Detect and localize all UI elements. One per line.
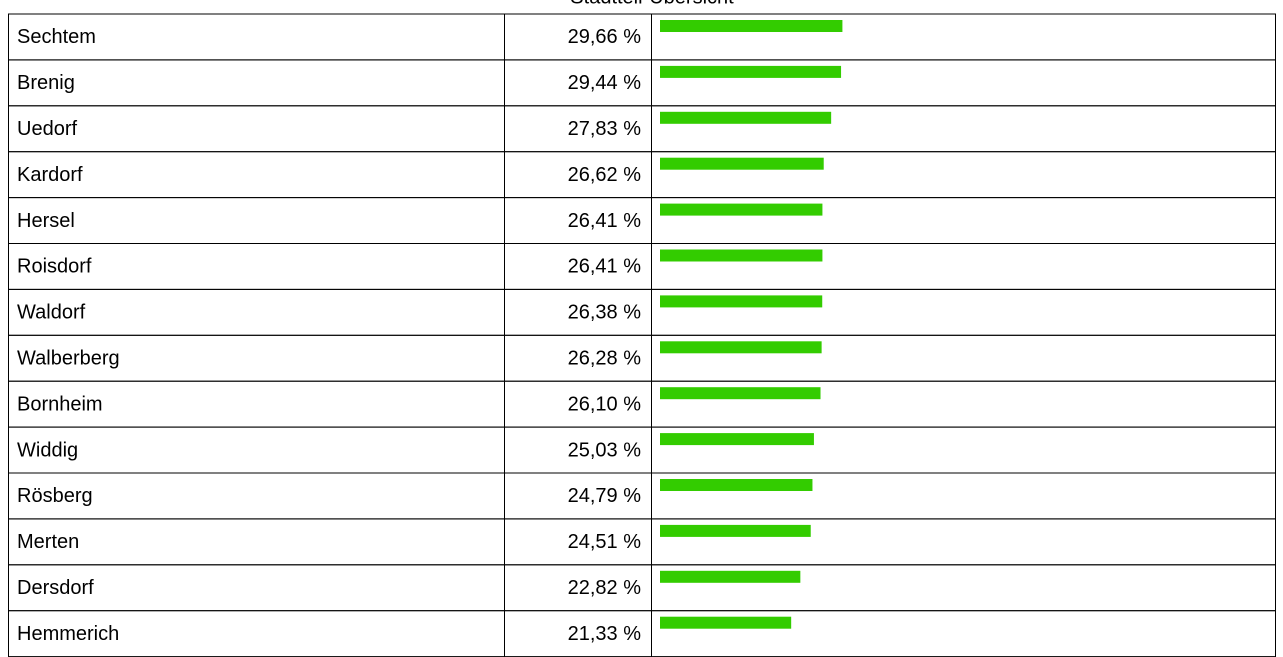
value-label: 25,03 % (568, 439, 642, 461)
value-label: 21,33 % (568, 623, 642, 645)
category-label: Rösberg (17, 485, 93, 507)
bar (660, 65, 842, 78)
name-cell (8, 59, 505, 107)
value-label: 29,44 % (568, 72, 642, 94)
bar (660, 111, 832, 124)
value-label: 26,10 % (568, 393, 642, 415)
category-label: Merten (17, 531, 79, 553)
name-cell (8, 151, 505, 199)
category-label: Widdig (17, 439, 78, 461)
bar (660, 203, 823, 216)
name-cell (8, 197, 505, 245)
category-label: Brenig (17, 72, 75, 94)
category-label: Walberberg (17, 348, 120, 370)
value-label: 29,66 % (568, 26, 642, 48)
value-label: 26,28 % (568, 348, 642, 370)
category-label: Kardorf (17, 164, 83, 186)
value-label: 24,79 % (568, 485, 642, 507)
category-label: Hemmerich (17, 623, 119, 645)
value-label: 22,82 % (568, 577, 642, 599)
bar (660, 616, 792, 629)
chart-title: Stadtteil-Übersicht (570, 0, 734, 8)
category-label: Dersdorf (17, 577, 94, 599)
value-label: 26,62 % (568, 164, 642, 186)
category-label: Hersel (17, 210, 75, 232)
name-cell (8, 518, 505, 566)
value-label: 26,41 % (568, 256, 642, 278)
bar (660, 341, 822, 354)
category-label: Waldorf (17, 302, 86, 324)
value-label: 26,38 % (568, 302, 642, 324)
bar (660, 570, 801, 583)
name-cell (8, 105, 505, 153)
value-label: 24,51 % (568, 531, 642, 553)
bar (660, 157, 824, 170)
category-label: Roisdorf (17, 256, 92, 278)
value-label: 26,41 % (568, 210, 642, 232)
category-label: Sechtem (17, 26, 96, 48)
bar (660, 479, 813, 491)
bar (660, 295, 823, 308)
bar (660, 524, 811, 537)
name-cell (8, 426, 505, 474)
value-label: 27,83 % (568, 118, 642, 140)
category-label: Bornheim (17, 393, 103, 415)
bar (660, 433, 814, 446)
bar (660, 387, 821, 400)
bar (660, 249, 823, 262)
bar (660, 20, 843, 32)
category-label: Uedorf (17, 118, 77, 140)
